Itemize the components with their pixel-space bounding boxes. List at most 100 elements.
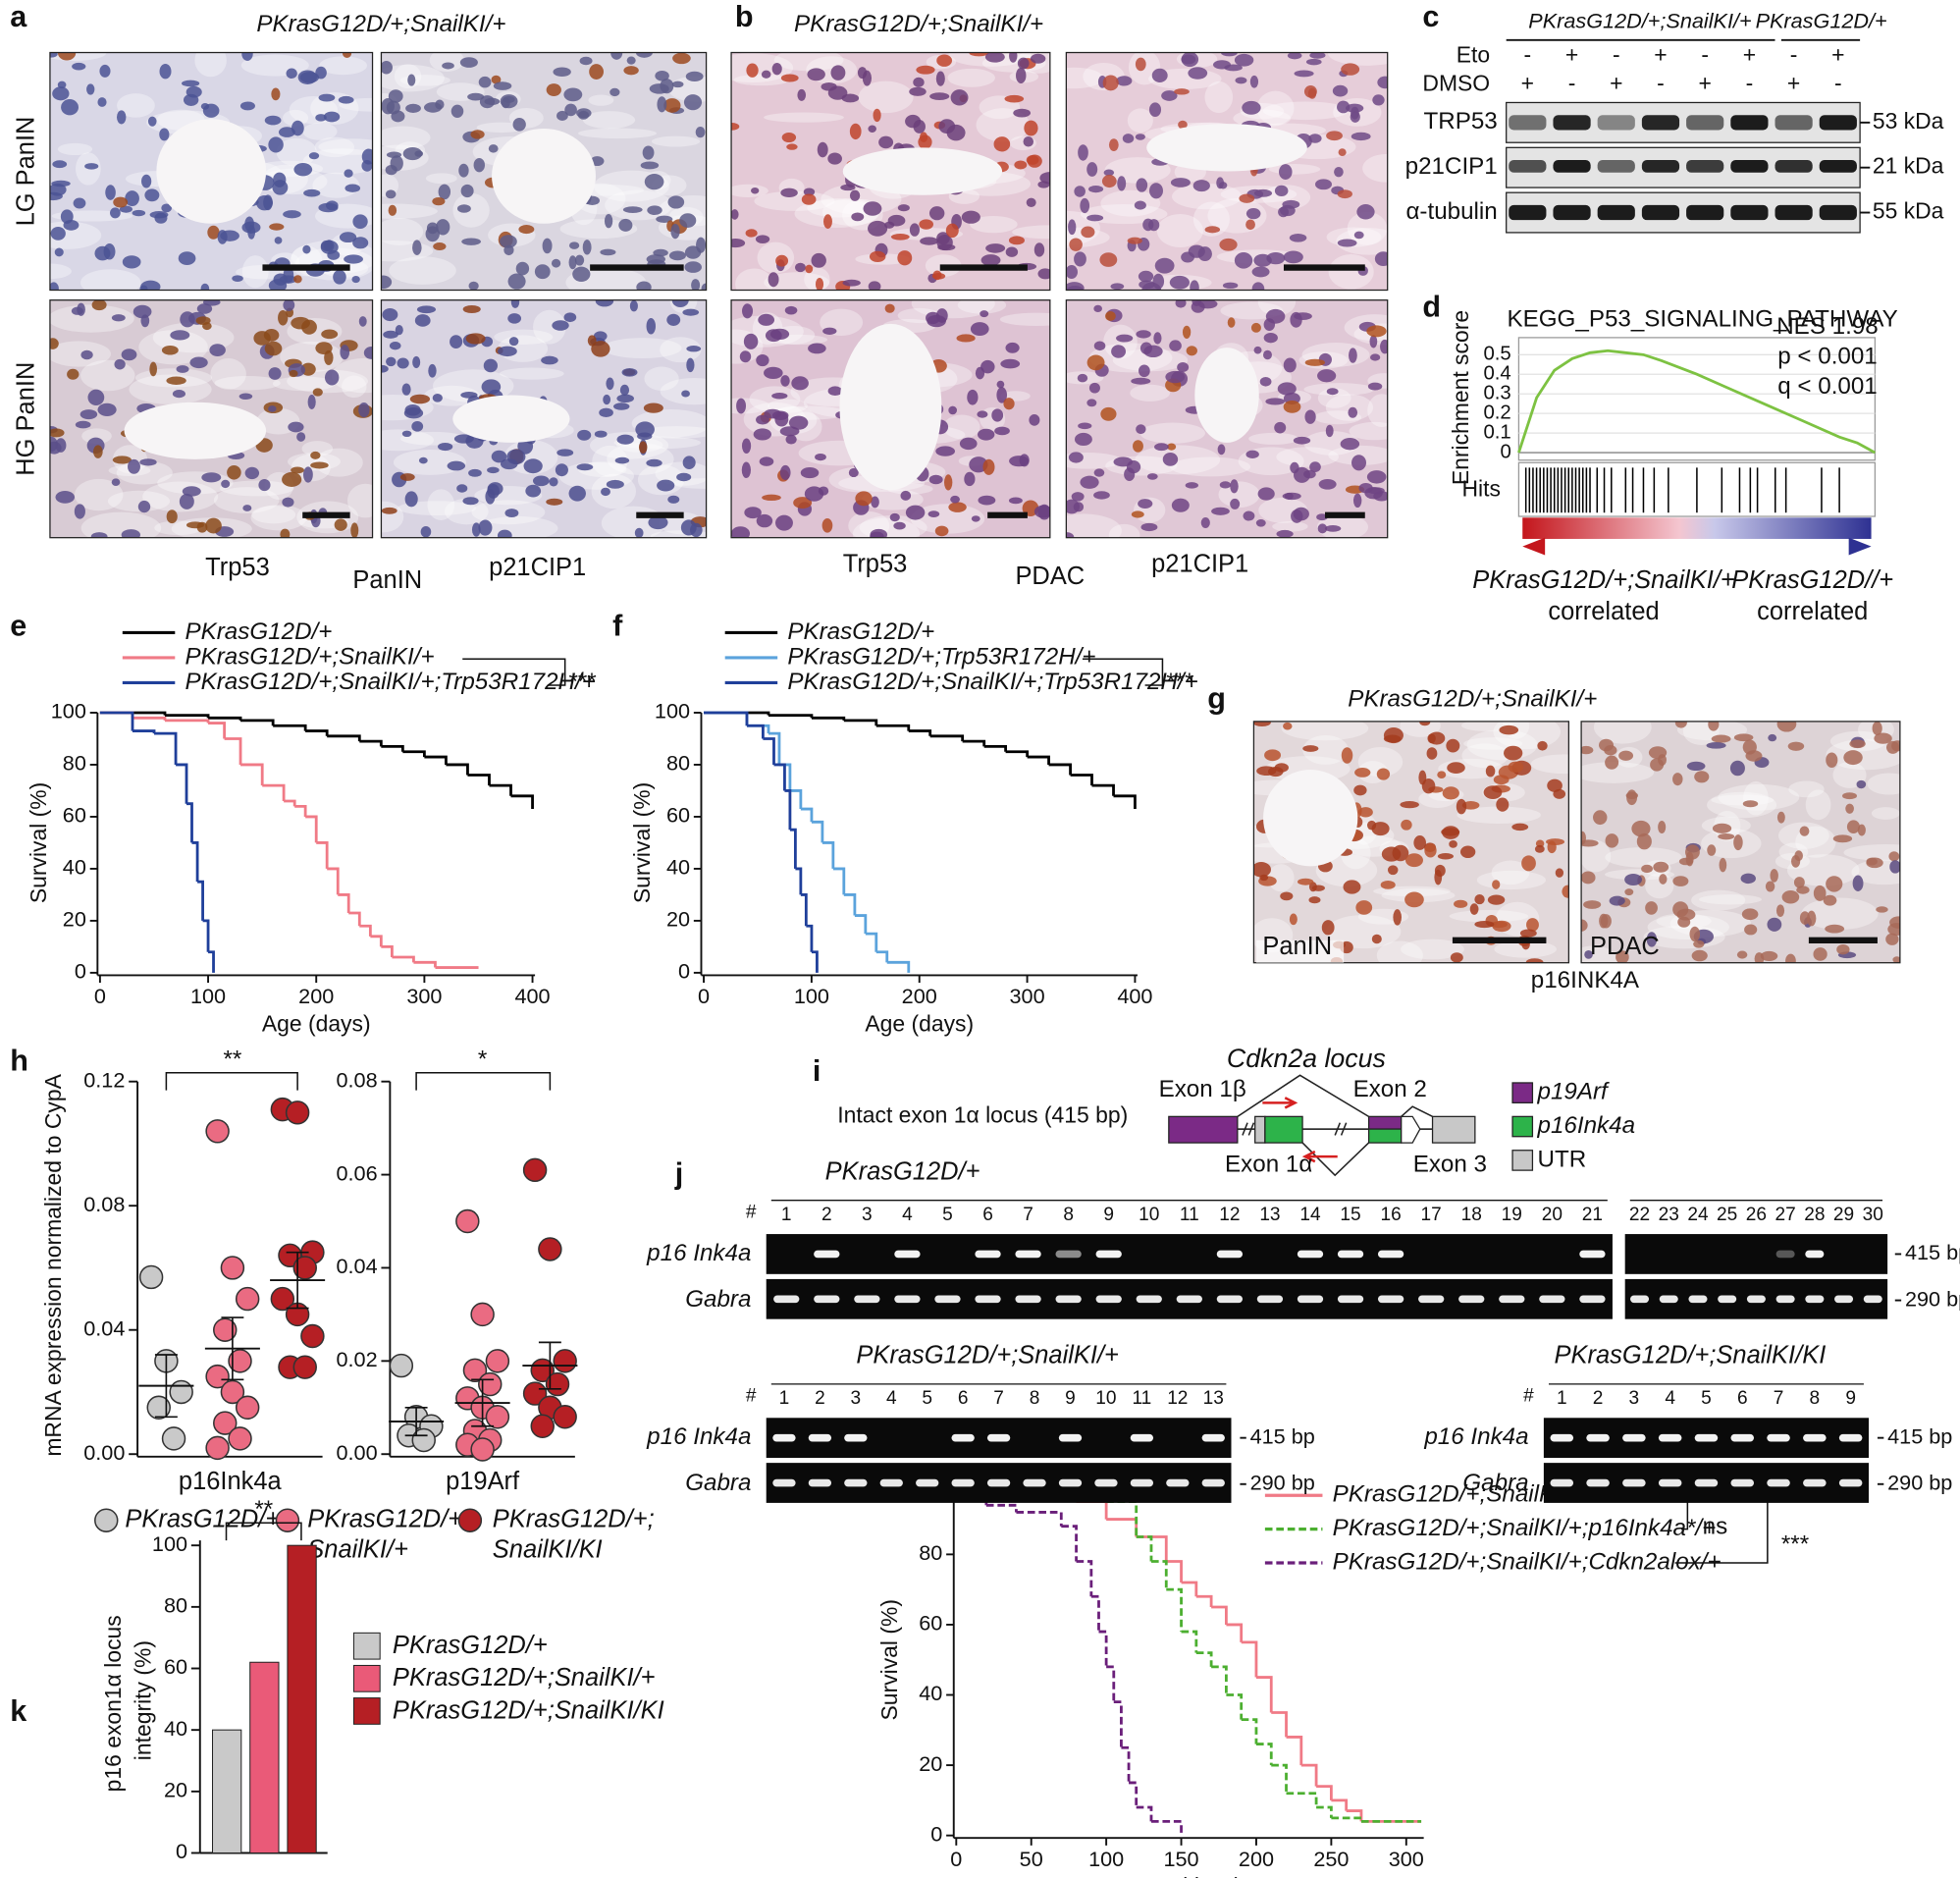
survival-step [262,783,286,802]
nucleus [1245,208,1261,220]
lane-number: 3 [862,1205,873,1225]
nucleus [207,225,220,240]
nucleus [291,466,304,474]
band [772,1478,796,1487]
nucleus [1170,178,1191,188]
survival-step [99,711,134,731]
nucleus [488,144,499,153]
nucleus [1284,492,1294,500]
nucleus [546,83,561,96]
nucleus [801,193,817,205]
significance-label: *** [568,669,597,695]
nucleus [159,128,170,141]
legend-label: PKrasG12D/+ [185,618,332,645]
y-axis-label: Survival (%) [876,1599,902,1720]
x-tick-label: 250 [1313,1847,1349,1871]
stroma [1476,870,1546,890]
nucleus [753,428,772,441]
nucleus [978,428,995,441]
nucleus [1442,826,1459,839]
nucleus [672,52,691,65]
stroma [1112,349,1189,372]
nucleus [1537,740,1548,751]
band [1055,1250,1082,1259]
nucleus [928,206,945,221]
nucleus [643,402,663,413]
size-label: 290 bp [1905,1286,1960,1311]
x-tick-label: 150 [1163,1847,1198,1871]
nucleus [166,376,186,385]
nucleus [478,76,492,88]
nucleus [684,245,702,259]
nucleus [1785,953,1796,963]
band [1499,1295,1525,1304]
nucleus [1080,475,1099,489]
stroma [1272,521,1308,532]
nucleus [1136,330,1151,339]
nucleus [1456,798,1467,815]
nucleus [1781,890,1800,904]
nucleus [619,384,630,396]
nucleus [1599,738,1615,752]
panel-letter: b [735,0,754,33]
nucleus [433,242,447,251]
nucleus [491,450,507,463]
band [1095,1295,1122,1304]
treatment-sign: - [1613,41,1620,67]
band [1803,1478,1827,1487]
nucleus [201,472,222,483]
stroma [250,505,307,531]
nucleus [746,63,759,78]
nucleus [1546,838,1565,846]
nucleus [1086,354,1105,371]
legend-swatch [352,1632,381,1660]
survival-step [789,789,803,810]
nucleus [258,479,271,492]
exon [1254,1115,1266,1144]
nucleus [1685,844,1700,860]
nucleus [315,342,333,354]
nucleus [307,395,316,409]
nucleus [1253,721,1271,727]
nucleus [663,98,681,113]
image-frame [730,299,1051,539]
nucleus [389,341,401,350]
x-tick-label: 300 [406,984,442,1008]
nucleus [1116,334,1134,343]
band [1058,1478,1083,1487]
survival-step [446,763,469,776]
survival-step [370,935,383,947]
nucleus [1077,373,1088,383]
bar [249,1661,280,1854]
nucleus [1026,155,1039,165]
nucleus [1826,876,1843,892]
survival-step [348,911,361,927]
nucleus [420,526,432,538]
nucleus [684,261,702,273]
stroma [1786,854,1860,886]
nucleus [179,493,194,510]
stroma [1362,154,1388,183]
nucleus [601,487,610,497]
nucleus [1111,345,1127,358]
nucleus [195,316,211,326]
group-name: PKrasG12D//+ [1731,566,1893,594]
nucleus [959,437,978,451]
panel-letter: g [1207,681,1226,715]
nucleus [1404,891,1424,908]
lumen [492,128,596,224]
band [1730,115,1769,131]
stroma [494,329,554,345]
nucleus [1140,522,1158,532]
nucleus [996,387,1008,403]
stroma [943,414,980,440]
nucleus [578,110,590,120]
stroma [1805,789,1831,821]
tissue-image [1581,721,1900,963]
nucleus [646,458,662,467]
nucleus [755,235,770,243]
lane-number: 18 [1461,1205,1482,1225]
nucleus [324,240,335,252]
dot [478,1371,503,1397]
x-category-label: p16Ink4a [179,1468,283,1495]
